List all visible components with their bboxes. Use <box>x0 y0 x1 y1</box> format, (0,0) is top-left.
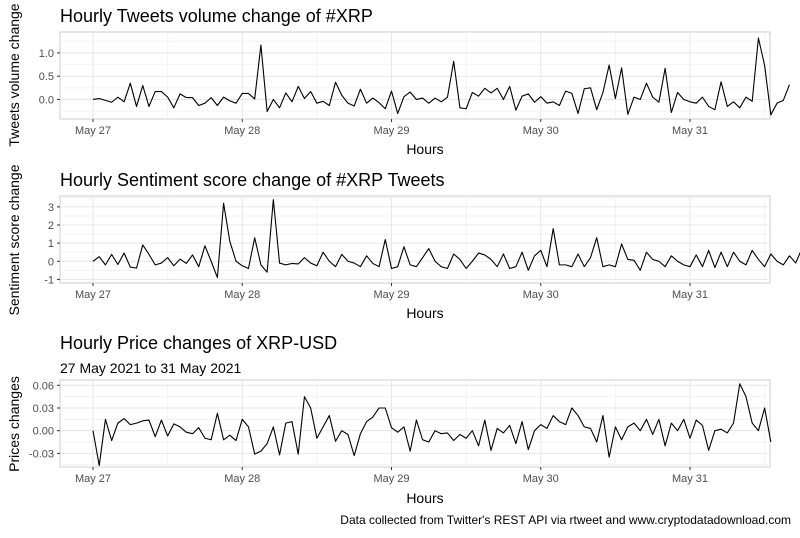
y-tick-label: 0 <box>48 256 54 268</box>
y-tick-label: 0.5 <box>39 71 54 83</box>
series-line <box>92 37 791 116</box>
series-line <box>92 383 772 467</box>
data-source-caption: Data collected from Twitter's REST API v… <box>340 513 791 527</box>
x-ticks-1: May 27 May 28 May 29 May 30 May 31 <box>75 119 708 137</box>
x-axis-label-3: Hours <box>406 490 443 506</box>
x-ticks-2: May 27 May 28 May 29 May 30 May 31 <box>75 283 708 301</box>
panel-1: Hourly Tweets volume change of #XRP 0.00… <box>6 3 791 157</box>
y-axis-label-1: Tweets volume change <box>6 3 22 146</box>
x-axis-label-2: Hours <box>406 305 443 321</box>
series-3 <box>92 383 772 467</box>
series-line <box>92 199 800 279</box>
x-tick-label: May 28 <box>224 125 260 137</box>
x-tick-label: May 29 <box>373 473 409 485</box>
x-tick-label: May 30 <box>523 473 559 485</box>
chart-title-2: Hourly Sentiment score change of #XRP Tw… <box>60 170 445 190</box>
x-ticks-3: May 27 May 28 May 29 May 30 May 31 <box>75 467 708 485</box>
grid-3 <box>60 380 770 467</box>
y-tick-label: 0.0 <box>39 94 54 106</box>
plot-background-3 <box>59 379 771 468</box>
y-tick-label: 0.00 <box>33 426 54 438</box>
y-ticks-1: 0.0 0.5 1.0 <box>39 48 60 106</box>
y-tick-label: -1 <box>44 274 54 286</box>
chart-subtitle-3: 27 May 2021 to 31 May 2021 <box>60 360 242 376</box>
y-tick-label: -0.03 <box>29 448 54 460</box>
y-ticks-3: -0.03 0.00 0.03 0.06 <box>29 380 60 460</box>
x-tick-label: May 31 <box>672 125 708 137</box>
panel-3: Hourly Price changes of XRP-USD 27 May 2… <box>6 333 772 506</box>
x-tick-label: May 28 <box>224 473 260 485</box>
plot-background-1 <box>59 31 771 120</box>
x-tick-label: May 27 <box>75 125 111 137</box>
x-tick-label: May 31 <box>672 473 708 485</box>
x-tick-label: May 30 <box>523 289 559 301</box>
grid-1 <box>60 32 770 119</box>
y-tick-label: 0.06 <box>33 380 54 392</box>
y-ticks-2: -1 0 1 2 3 <box>44 202 60 286</box>
x-tick-label: May 31 <box>672 289 708 301</box>
x-tick-label: May 30 <box>523 125 559 137</box>
series-2 <box>92 199 800 279</box>
chart-title-3: Hourly Price changes of XRP-USD <box>60 333 337 353</box>
x-tick-label: May 29 <box>373 289 409 301</box>
y-tick-label: 2 <box>48 220 54 232</box>
x-tick-label: May 28 <box>224 289 260 301</box>
y-tick-label: 1 <box>48 238 54 250</box>
series-1 <box>92 37 791 116</box>
y-axis-label-3: Prices changes <box>6 376 22 472</box>
x-tick-label: May 27 <box>75 289 111 301</box>
plot-background-2 <box>59 195 771 284</box>
chart-title-1: Hourly Tweets volume change of #XRP <box>60 6 373 26</box>
x-axis-label-1: Hours <box>406 141 443 157</box>
panel-2: Hourly Sentiment score change of #XRP Tw… <box>6 164 800 321</box>
x-tick-label: May 29 <box>373 125 409 137</box>
y-tick-label: 3 <box>48 202 54 214</box>
x-tick-label: May 27 <box>75 473 111 485</box>
y-tick-label: 0.03 <box>33 403 54 415</box>
y-tick-label: 1.0 <box>39 48 54 60</box>
y-axis-label-2: Sentiment score change <box>6 164 22 315</box>
